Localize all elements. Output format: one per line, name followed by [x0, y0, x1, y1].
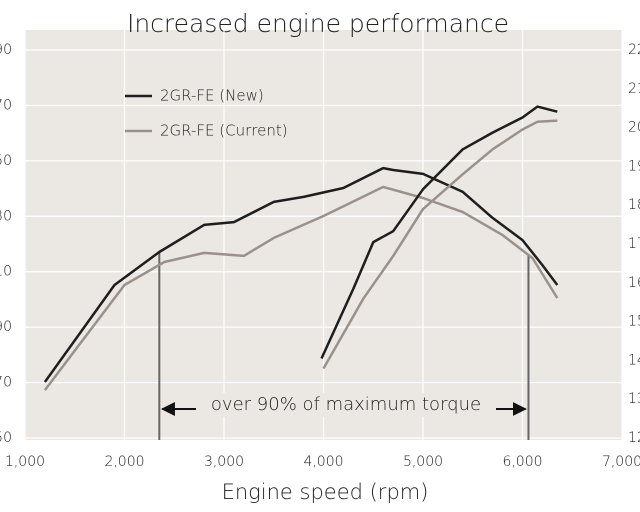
y2-tick-label: 120	[628, 430, 640, 446]
y2-tick-label: 130	[628, 391, 640, 407]
series-line	[320, 105, 558, 360]
y2-tick-label: 150	[628, 314, 640, 330]
y-tick-label: 170	[0, 375, 12, 391]
y2-tick-label: 190	[628, 158, 640, 174]
y-tick-label: 290	[0, 42, 12, 58]
y2-tick-label: 140	[628, 352, 640, 368]
x-tick-label: 7,000	[602, 454, 640, 470]
x-tick-label: 2,000	[104, 454, 144, 470]
y-tick-label: 250	[0, 153, 12, 169]
legend-label: 2GR-FE (Current)	[160, 122, 288, 140]
legend-label: 2GR-FE (New)	[160, 87, 264, 105]
y2-tick-label: 200	[628, 120, 640, 136]
y2-tick-label: 180	[628, 197, 640, 213]
x-tick-label: 1,000	[5, 454, 45, 470]
x-tick-label: 4,000	[303, 454, 343, 470]
y2-tick-label: 210	[628, 81, 640, 97]
y-tick-label: 270	[0, 97, 12, 113]
x-axis-title: Engine speed (rpm)	[222, 480, 429, 504]
chart-title: Increased engine performance	[127, 9, 509, 38]
series-line	[43, 185, 559, 391]
x-tick-label: 5,000	[403, 454, 443, 470]
y2-tick-label: 160	[628, 275, 640, 291]
x-tick-label: 3,000	[204, 454, 244, 470]
y-tick-label: 150	[0, 430, 12, 446]
annotation-bg	[196, 393, 496, 417]
y2-tick-label: 170	[628, 236, 640, 252]
y-tick-label: 190	[0, 319, 12, 335]
y-tick-label: 230	[0, 208, 12, 224]
x-tick-label: 6,000	[502, 454, 542, 470]
y-tick-label: 210	[0, 264, 12, 280]
series-line	[43, 166, 559, 383]
y2-tick-label: 220	[628, 42, 640, 58]
series-line	[322, 119, 558, 370]
annotation-text: over 90% of maximum torque	[211, 394, 481, 415]
